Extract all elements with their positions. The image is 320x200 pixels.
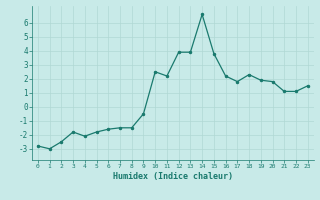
X-axis label: Humidex (Indice chaleur): Humidex (Indice chaleur) <box>113 172 233 181</box>
